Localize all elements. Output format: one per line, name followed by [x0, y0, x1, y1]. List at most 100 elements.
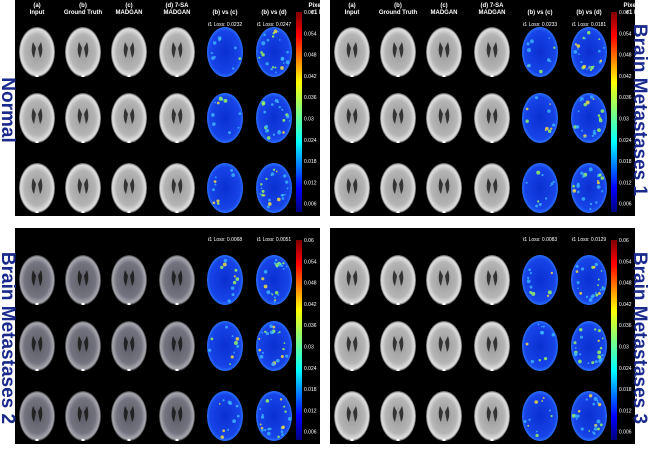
skull-marker	[350, 75, 354, 77]
error-speck	[270, 103, 274, 106]
error-speck	[235, 404, 239, 408]
colorbar-tick-label: 0.03	[304, 117, 314, 123]
error-speck	[592, 402, 596, 406]
error-speck	[235, 337, 240, 341]
error-speck	[207, 348, 212, 352]
error-speck	[553, 46, 556, 49]
ventricle	[171, 108, 183, 124]
ventricle	[77, 42, 89, 58]
error-speck	[275, 359, 278, 363]
colorbar-tick-label: 0.03	[304, 345, 314, 351]
error-speck	[277, 293, 280, 296]
ventricle	[123, 178, 135, 194]
error-speck	[597, 284, 599, 287]
colorbar-tick-label: 0.036	[304, 95, 317, 101]
error-speck	[581, 129, 584, 132]
skull-marker	[396, 439, 400, 441]
error-speck	[210, 337, 214, 341]
error-speck	[270, 398, 272, 401]
skull-marker	[396, 141, 400, 143]
ventricle	[438, 270, 450, 286]
error-speck	[544, 129, 547, 131]
error-speck	[583, 102, 587, 107]
skull-marker	[490, 369, 494, 371]
column-header: (d) 7-SA	[166, 3, 190, 9]
error-speck	[261, 102, 265, 106]
error-speck	[582, 174, 586, 178]
error-speck	[541, 400, 544, 402]
error-speck	[279, 262, 282, 265]
error-speck	[260, 426, 264, 430]
error-speck	[231, 293, 235, 297]
mri-slice	[19, 163, 55, 213]
skull-marker	[35, 439, 39, 441]
error-speck	[596, 401, 600, 404]
error-speck	[535, 204, 539, 208]
error-speck	[258, 337, 261, 340]
error-speck	[526, 276, 530, 280]
mri-slice	[474, 93, 510, 143]
difference-map	[571, 163, 607, 213]
error-speck	[591, 134, 595, 138]
error-speck	[258, 56, 261, 59]
mri-slice	[111, 255, 147, 305]
error-speck	[273, 296, 276, 299]
ventricle	[171, 406, 183, 422]
error-speck	[210, 51, 213, 55]
ventricle	[486, 42, 498, 58]
error-speck	[280, 430, 284, 434]
ventricle	[486, 108, 498, 124]
colorbar-title: ℓ1 Loss	[310, 10, 334, 16]
error-speck	[529, 271, 532, 275]
skull-marker	[81, 303, 85, 305]
ventricle	[171, 178, 183, 194]
difference-map	[207, 391, 243, 441]
error-speck	[603, 46, 606, 49]
ventricle	[123, 42, 135, 58]
error-speck	[263, 194, 266, 197]
error-speck	[232, 280, 237, 285]
error-speck	[282, 268, 285, 270]
mri-slice	[19, 27, 55, 77]
error-speck	[233, 340, 238, 345]
error-speck	[265, 331, 269, 336]
error-speck	[260, 187, 263, 190]
colorbar-tick-label: 0.036	[619, 323, 632, 329]
error-speck	[277, 30, 279, 33]
skull-marker	[396, 75, 400, 77]
error-speck	[233, 275, 236, 278]
error-speck	[273, 300, 276, 303]
skull-marker	[350, 369, 354, 371]
error-speck	[537, 323, 540, 326]
mri-slice	[111, 93, 147, 143]
error-speck	[591, 361, 595, 365]
error-speck	[266, 205, 270, 209]
error-speck	[220, 265, 224, 269]
loss-label: ℓ1 Loss: 0.0068	[208, 237, 243, 243]
error-speck	[587, 362, 590, 365]
error-speck	[217, 36, 222, 41]
error-speck	[590, 65, 594, 70]
error-speck	[579, 335, 584, 339]
error-speck	[287, 416, 292, 421]
skull-marker	[350, 439, 354, 441]
ventricle	[77, 406, 89, 422]
colorbar-tick-label: 0.054	[304, 31, 317, 37]
colorbar-tick-label: 0.012	[304, 408, 317, 414]
error-speck	[261, 428, 264, 432]
ventricle	[77, 108, 89, 124]
error-speck	[216, 202, 220, 205]
error-speck	[264, 124, 269, 129]
error-speck	[577, 48, 579, 50]
error-speck	[260, 183, 263, 186]
error-speck	[525, 181, 528, 184]
skull-marker	[35, 75, 39, 77]
error-speck	[216, 101, 220, 105]
error-speck	[280, 66, 284, 70]
error-speck	[281, 193, 285, 197]
error-speck	[546, 294, 550, 298]
mri-slice	[111, 391, 147, 441]
colorbar-tick-label: 0.048	[304, 53, 317, 59]
skull-marker	[442, 439, 446, 441]
skull-marker	[490, 75, 494, 77]
